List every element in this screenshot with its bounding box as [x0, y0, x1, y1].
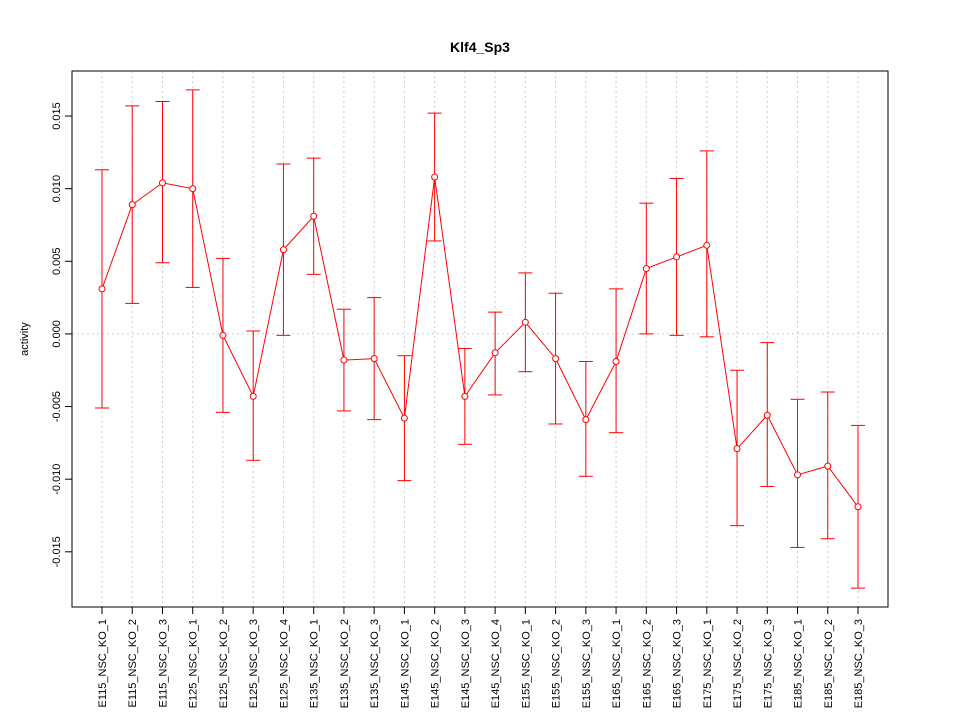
x-tick-label: E125_NSC_KO_3: [248, 619, 260, 708]
y-tick-label: 0.000: [51, 320, 63, 348]
x-tick-label: E125_NSC_KO_4: [278, 619, 290, 708]
x-tick-label: E155_NSC_KO_2: [551, 619, 563, 708]
x-tick-label: E185_NSC_KO_2: [823, 619, 835, 708]
series-polyline: [101, 176, 859, 508]
data-point: [431, 173, 439, 181]
y-tick-label: 0.010: [51, 175, 63, 203]
data-point: [794, 471, 802, 479]
data-point: [400, 414, 408, 422]
x-tick-label: E185_NSC_KO_1: [793, 619, 805, 708]
data-point: [370, 355, 378, 363]
x-axis: E115_NSC_KO_1 E115_NSC_KO_2 E115_NSC_KO_3 E…: [97, 607, 865, 708]
x-tick-label: E135_NSC_KO_3: [369, 619, 381, 708]
x-tick-label: E145_NSC_KO_4: [490, 619, 502, 708]
data-point: [340, 356, 348, 364]
plot-frame: [71, 70, 889, 608]
x-tick-label: E145_NSC_KO_2: [430, 619, 442, 708]
grid: [101, 71, 859, 607]
data-point: [763, 411, 771, 419]
data-point: [219, 331, 227, 339]
y-tick-label: 0.015: [51, 102, 63, 130]
x-tick-label: E125_NSC_KO_2: [218, 619, 230, 708]
y-tick-label: -0.010: [51, 464, 63, 495]
x-tick-label: E155_NSC_KO_3: [581, 619, 593, 708]
x-tick-label: E165_NSC_KO_1: [611, 619, 623, 708]
data-point: [733, 445, 741, 453]
data-point: [521, 318, 529, 326]
error-bars: [95, 89, 865, 589]
data-point: [582, 416, 590, 424]
data-point: [98, 285, 106, 293]
data-points: [98, 173, 862, 511]
data-point: [249, 392, 257, 400]
x-tick-label: E165_NSC_KO_2: [641, 619, 653, 708]
chart-title: Klf4_Sp3: [450, 39, 510, 55]
data-point: [310, 212, 318, 220]
x-tick-label: E115_NSC_KO_3: [157, 619, 169, 707]
data-point: [612, 358, 620, 366]
data-point: [552, 355, 560, 363]
x-tick-label: E175_NSC_KO_1: [702, 619, 714, 708]
x-tick-label: E185_NSC_KO_3: [853, 619, 865, 708]
data-point: [824, 462, 832, 470]
y-tick-label: 0.005: [51, 248, 63, 276]
y-tick-label: -0.015: [51, 536, 63, 567]
data-point: [189, 185, 197, 193]
x-tick-label: E145_NSC_KO_1: [399, 619, 411, 708]
data-point: [279, 246, 287, 254]
y-tick-label: -0.005: [51, 391, 63, 422]
data-point: [491, 349, 499, 357]
data-point: [461, 392, 469, 400]
y-axis: -0.015 -0.010 -0.005 0.000 0.005 0.010 0.015: [51, 102, 72, 567]
data-point: [703, 241, 711, 249]
x-tick-label: E165_NSC_KO_3: [672, 619, 684, 708]
x-tick-label: E125_NSC_KO_1: [188, 619, 200, 708]
series-line: [101, 176, 859, 508]
data-point: [128, 201, 136, 209]
y-axis-label: activity: [19, 322, 31, 356]
x-tick-label: E115_NSC_KO_1: [97, 619, 109, 707]
x-tick-label: E135_NSC_KO_1: [309, 619, 321, 708]
data-point: [158, 179, 166, 187]
x-tick-label: E155_NSC_KO_1: [520, 619, 532, 708]
x-tick-label: E175_NSC_KO_2: [732, 619, 744, 708]
data-point: [673, 253, 681, 261]
data-point: [642, 265, 650, 273]
x-tick-label: E145_NSC_KO_3: [460, 619, 472, 708]
x-tick-label: E135_NSC_KO_2: [339, 619, 351, 708]
data-point: [854, 503, 862, 511]
x-tick-label: E115_NSC_KO_2: [127, 619, 139, 707]
x-tick-label: E175_NSC_KO_3: [762, 619, 774, 708]
